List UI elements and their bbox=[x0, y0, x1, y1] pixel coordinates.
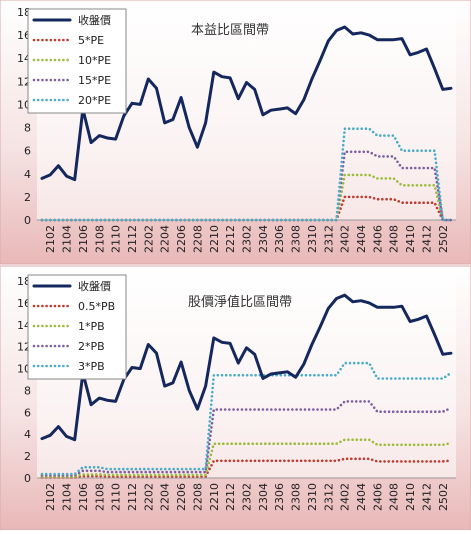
legend-label: 3*PB bbox=[78, 360, 105, 373]
x-tick-label: 2208 bbox=[191, 483, 204, 511]
y-tick-label: 2 bbox=[24, 191, 31, 204]
x-tick-label: 2202 bbox=[142, 225, 155, 253]
x-tick-label: 2102 bbox=[44, 225, 57, 253]
y-tick-label: 2 bbox=[24, 450, 31, 463]
x-tick-label: 2410 bbox=[404, 483, 417, 511]
x-tick-label: 2206 bbox=[175, 225, 188, 253]
x-tick-label: 2408 bbox=[388, 225, 401, 253]
legend-label: 20*PE bbox=[78, 94, 111, 107]
y-tick-label: 6 bbox=[24, 406, 31, 419]
x-tick-label: 2310 bbox=[306, 483, 319, 511]
x-tick-label: 2202 bbox=[142, 483, 155, 511]
x-tick-label: 2406 bbox=[371, 225, 384, 253]
x-tick-label: 2112 bbox=[126, 225, 139, 253]
x-tick-label: 2206 bbox=[175, 483, 188, 511]
y-tick-label: 4 bbox=[24, 168, 31, 181]
x-tick-label: 2110 bbox=[110, 225, 123, 253]
x-tick-label: 2104 bbox=[61, 225, 74, 253]
series-line bbox=[40, 293, 453, 442]
x-tick-label: 2110 bbox=[110, 483, 123, 511]
legend-label: 收盤價 bbox=[78, 279, 111, 293]
x-tick-label: 2404 bbox=[355, 225, 368, 253]
x-tick-label: 2412 bbox=[420, 225, 433, 253]
y-tick-label: 0 bbox=[24, 214, 31, 227]
x-tick-label: 2108 bbox=[93, 225, 106, 253]
x-tick-label: 2408 bbox=[388, 483, 401, 511]
legend-box bbox=[27, 8, 127, 114]
x-tick-label: 2302 bbox=[241, 225, 254, 253]
x-tick-label: 2106 bbox=[77, 225, 90, 253]
x-tick-label: 2204 bbox=[159, 225, 172, 253]
series-line bbox=[40, 400, 453, 477]
x-tick-label: 2210 bbox=[208, 483, 221, 511]
x-tick-label: 2204 bbox=[159, 483, 172, 511]
x-tick-label: 2302 bbox=[241, 483, 254, 511]
x-tick-label: 2304 bbox=[257, 483, 270, 511]
x-tick-label: 2502 bbox=[437, 483, 450, 511]
x-tick-label: 2312 bbox=[322, 225, 335, 253]
x-tick-label: 2304 bbox=[257, 225, 270, 253]
chart-title: 本益比區間帶 bbox=[191, 23, 269, 38]
x-tick-label: 2402 bbox=[339, 225, 352, 253]
x-tick-label: 2112 bbox=[126, 483, 139, 511]
x-tick-label: 2108 bbox=[93, 483, 106, 511]
series-line bbox=[40, 25, 453, 182]
legend-box bbox=[27, 274, 127, 380]
legend-label: 15*PE bbox=[78, 74, 111, 87]
legend-label: 5*PE bbox=[78, 34, 104, 47]
series-line bbox=[40, 457, 453, 479]
x-tick-label: 2410 bbox=[404, 225, 417, 253]
x-tick-label: 2310 bbox=[306, 225, 319, 253]
x-tick-label: 2212 bbox=[224, 483, 237, 511]
series-line bbox=[40, 361, 453, 476]
legend-label: 收盤價 bbox=[78, 13, 111, 27]
x-tick-label: 2306 bbox=[273, 225, 286, 253]
x-tick-label: 2412 bbox=[420, 483, 433, 511]
y-tick-label: 4 bbox=[24, 428, 31, 441]
x-tick-label: 2502 bbox=[437, 225, 450, 253]
legend-label: 0.5*PB bbox=[78, 300, 115, 313]
x-tick-label: 2312 bbox=[322, 483, 335, 511]
x-tick-label: 2104 bbox=[61, 483, 74, 511]
x-tick-label: 2306 bbox=[273, 483, 286, 511]
chart-title: 股價淨值比區間帶 bbox=[188, 294, 292, 310]
y-tick-label: 8 bbox=[24, 384, 31, 397]
y-tick-label: 0 bbox=[24, 472, 31, 485]
x-tick-label: 2210 bbox=[208, 225, 221, 253]
x-tick-label: 2406 bbox=[371, 483, 384, 511]
x-tick-label: 2208 bbox=[191, 225, 204, 253]
legend-label: 1*PB bbox=[78, 320, 105, 333]
y-tick-label: 8 bbox=[24, 122, 31, 135]
y-tick-label: 6 bbox=[24, 145, 31, 158]
series-line bbox=[40, 127, 453, 222]
x-tick-label: 2402 bbox=[339, 483, 352, 511]
x-tick-label: 2212 bbox=[224, 225, 237, 253]
x-tick-label: 2308 bbox=[290, 225, 303, 253]
legend-label: 10*PE bbox=[78, 54, 111, 67]
x-tick-label: 2308 bbox=[290, 483, 303, 511]
x-tick-label: 2106 bbox=[77, 483, 90, 511]
x-tick-label: 2404 bbox=[355, 483, 368, 511]
x-tick-label: 2102 bbox=[44, 483, 57, 511]
legend-label: 2*PB bbox=[78, 340, 105, 353]
series-line bbox=[40, 438, 453, 478]
